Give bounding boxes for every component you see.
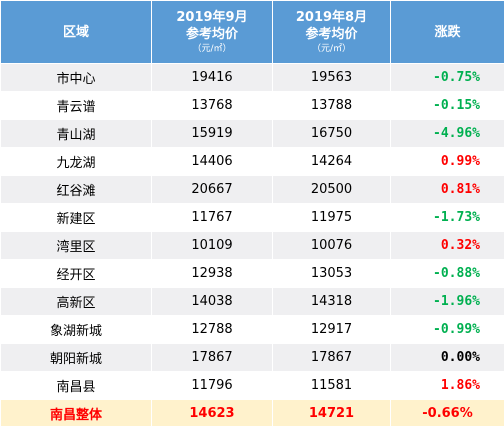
cell-aug-price: 11975	[273, 204, 391, 232]
cell-region: 高新区	[1, 288, 152, 316]
header-row: 区域 2019年9月 参考均价 （元/㎡） 2019年8月 参考均价 （元/㎡）…	[1, 1, 504, 64]
cell-region: 九龙湖	[1, 148, 152, 176]
cell-sep-price: 13768	[152, 92, 273, 120]
total-region: 南昌整体	[1, 400, 152, 427]
cell-sep-price: 15919	[152, 120, 273, 148]
table-row: 青山湖 15919 16750 -4.96%	[1, 120, 504, 148]
table-row: 南昌县 11796 11581 1.86%	[1, 372, 504, 400]
header-sep-price: 2019年9月 参考均价 （元/㎡）	[152, 1, 273, 64]
cell-change: -0.88%	[391, 260, 504, 288]
header-aug-line1: 2019年8月	[273, 9, 390, 26]
cell-region: 湾里区	[1, 232, 152, 260]
table-row: 新建区 11767 11975 -1.73%	[1, 204, 504, 232]
cell-change: -1.96%	[391, 288, 504, 316]
table-row: 高新区 14038 14318 -1.96%	[1, 288, 504, 316]
cell-aug-price: 13053	[273, 260, 391, 288]
cell-region: 新建区	[1, 204, 152, 232]
table-row: 红谷滩 20667 20500 0.81%	[1, 176, 504, 204]
cell-change: 0.00%	[391, 344, 504, 372]
header-aug-unit: （元/㎡）	[273, 43, 390, 55]
table-row: 朝阳新城 17867 17867 0.00%	[1, 344, 504, 372]
table-row: 湾里区 10109 10076 0.32%	[1, 232, 504, 260]
table-row: 青云谱 13768 13788 -0.15%	[1, 92, 504, 120]
header-sep-line2: 参考均价	[152, 26, 272, 43]
cell-change: 1.86%	[391, 372, 504, 400]
cell-region: 象湖新城	[1, 316, 152, 344]
cell-region: 经开区	[1, 260, 152, 288]
cell-sep-price: 17867	[152, 344, 273, 372]
cell-sep-price: 20667	[152, 176, 273, 204]
cell-aug-price: 19563	[273, 64, 391, 92]
cell-sep-price: 12938	[152, 260, 273, 288]
total-change: -0.66%	[391, 400, 504, 427]
header-change: 涨跌	[391, 1, 504, 64]
cell-region: 青云谱	[1, 92, 152, 120]
table-row: 市中心 19416 19563 -0.75%	[1, 64, 504, 92]
header-aug-price: 2019年8月 参考均价 （元/㎡）	[273, 1, 391, 64]
table-row: 九龙湖 14406 14264 0.99%	[1, 148, 504, 176]
cell-sep-price: 11767	[152, 204, 273, 232]
cell-change: -0.15%	[391, 92, 504, 120]
header-aug-line2: 参考均价	[273, 26, 390, 43]
cell-change: 0.99%	[391, 148, 504, 176]
cell-change: -1.73%	[391, 204, 504, 232]
total-row: 南昌整体 14623 14721 -0.66%	[1, 400, 504, 427]
header-region: 区域	[1, 1, 152, 64]
cell-change: -0.99%	[391, 316, 504, 344]
cell-change: -4.96%	[391, 120, 504, 148]
table-row: 经开区 12938 13053 -0.88%	[1, 260, 504, 288]
cell-aug-price: 13788	[273, 92, 391, 120]
cell-aug-price: 10076	[273, 232, 391, 260]
cell-aug-price: 14318	[273, 288, 391, 316]
table-row: 象湖新城 12788 12917 -0.99%	[1, 316, 504, 344]
cell-change: 0.81%	[391, 176, 504, 204]
cell-region: 朝阳新城	[1, 344, 152, 372]
cell-change: 0.32%	[391, 232, 504, 260]
total-aug-price: 14721	[273, 400, 391, 427]
cell-aug-price: 11581	[273, 372, 391, 400]
cell-sep-price: 10109	[152, 232, 273, 260]
cell-sep-price: 14406	[152, 148, 273, 176]
cell-aug-price: 20500	[273, 176, 391, 204]
header-sep-line1: 2019年9月	[152, 9, 272, 26]
cell-change: -0.75%	[391, 64, 504, 92]
cell-aug-price: 17867	[273, 344, 391, 372]
cell-region: 市中心	[1, 64, 152, 92]
cell-aug-price: 14264	[273, 148, 391, 176]
cell-aug-price: 16750	[273, 120, 391, 148]
cell-sep-price: 14038	[152, 288, 273, 316]
cell-region: 红谷滩	[1, 176, 152, 204]
cell-region: 青山湖	[1, 120, 152, 148]
cell-aug-price: 12917	[273, 316, 391, 344]
cell-region: 南昌县	[1, 372, 152, 400]
cell-sep-price: 11796	[152, 372, 273, 400]
header-sep-unit: （元/㎡）	[152, 43, 272, 55]
cell-sep-price: 12788	[152, 316, 273, 344]
cell-sep-price: 19416	[152, 64, 273, 92]
total-sep-price: 14623	[152, 400, 273, 427]
